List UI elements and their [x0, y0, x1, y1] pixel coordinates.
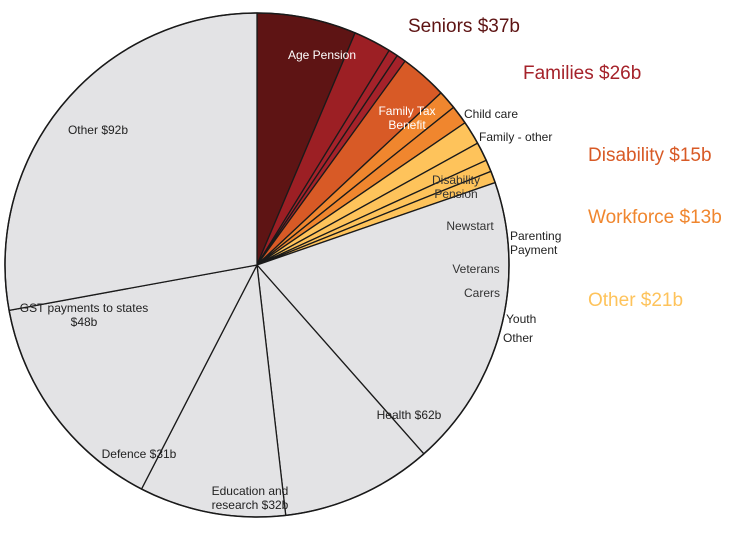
slice-label-newstart: Newstart [446, 219, 494, 233]
slice-label-family-tax-benefit: Family Tax Benefit [378, 104, 435, 132]
slice-label-other: Other [503, 331, 533, 345]
group-label-workforce: Workforce $13b [588, 207, 722, 228]
slice-label-parenting-payment: Parenting Payment [510, 229, 561, 257]
slice-label-defence-31b: Defence $31b [102, 447, 177, 461]
group-label-disability: Disability $15b [588, 145, 712, 166]
group-legend: Seniors $37b Families $26b Disability $1… [408, 16, 722, 311]
slice-label-other-92b: Other $92b [68, 123, 128, 137]
slice-label-disability-pension: Disability Pension [432, 173, 480, 201]
slice-label-age-pension: Age Pension [288, 48, 356, 62]
pie-slice-other-92b [4, 12, 258, 312]
group-label-other: Other $21b [588, 290, 683, 311]
slice-label-gst-payments-to-states-48b: GST payments to states $48b [20, 301, 149, 329]
pie-slices [4, 12, 510, 518]
slice-label-youth: Youth [506, 312, 536, 326]
slice-label-health-62b: Health $62b [377, 408, 442, 422]
slice-label-family-other: Family - other [479, 130, 552, 144]
pie-outline [4, 12, 510, 518]
slice-label-education-and-research-32b: Education and research $32b [212, 484, 289, 512]
group-label-families: Families $26b [523, 63, 641, 84]
group-label-seniors: Seniors $37b [408, 16, 520, 37]
slice-label-child-care: Child care [464, 107, 518, 121]
slice-label-carers: Carers [464, 286, 500, 300]
slice-label-veterans: Veterans [452, 262, 499, 276]
slice-labels: Age Pension Family Tax Benefit Child care Fa… [20, 48, 562, 512]
